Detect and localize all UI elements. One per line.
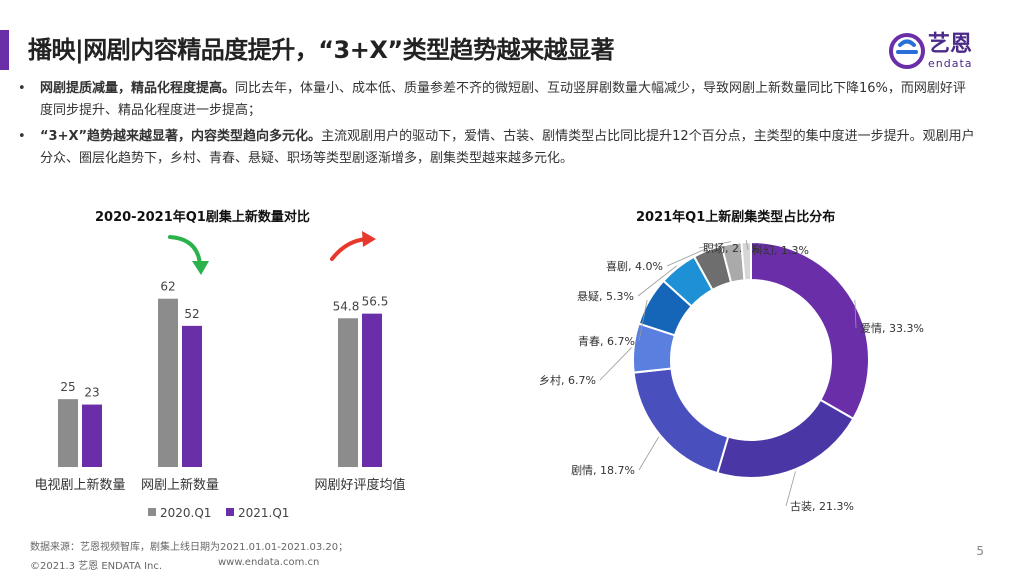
leader-line (698, 241, 732, 249)
down-arrow-icon (192, 261, 209, 275)
x-tick-label: 网剧上新数量 (141, 477, 219, 493)
leader-line (637, 265, 677, 297)
bullet-text: 同比去年，体量小、成本低、质量参差不齐的微短剧、互动竖屏剧数量大幅减少，导致网剧… (40, 81, 966, 118)
legend-label: 2020.Q1 (160, 506, 211, 520)
bar-value-label: 54.8 (333, 299, 360, 313)
bar-2020-q1 (58, 399, 78, 467)
bullet-bold-text: “3+X”趋势越来越显著，内容类型趋向多元化。 (40, 129, 322, 144)
logo-text-en: endata (928, 57, 973, 70)
legend-label: 2021.Q1 (238, 506, 289, 520)
donut-chart-title: 2021年Q1上新剧集类型占比分布 (636, 210, 836, 225)
leader-line (745, 240, 749, 251)
legend-swatch (226, 508, 234, 516)
bar-2021-q1 (182, 325, 202, 467)
leader-line (638, 299, 648, 342)
endata-logo: 艺恩 endata (888, 30, 998, 74)
leader-line (785, 471, 796, 507)
slice-data-label: 青春, 6.7% (578, 335, 635, 348)
down-arrow-icon (168, 235, 202, 267)
donut-chart: 爱情, 33.3% 古装, 21.3% 剧情, 18.7% 乡村, 6.7% 青春, 6… (539, 240, 924, 513)
x-tick-label: 网剧好评度均值 (314, 477, 405, 493)
bullet-item: • 网剧提质减量，精品化程度提高。同比去年，体量小、成本低、质量参差不齐的微短剧… (18, 78, 978, 122)
summary-bullets: • 网剧提质减量，精品化程度提高。同比去年，体量小、成本低、质量参差不齐的微短剧… (18, 78, 978, 174)
leader-line (599, 347, 632, 381)
up-arrow-icon (362, 231, 376, 247)
bar-2021-q1 (362, 313, 382, 467)
bullet-item: • “3+X”趋势越来越显著，内容类型趋向多元化。主流观剧用户的驱动下，爱情、古… (18, 126, 978, 170)
leader-line (638, 436, 660, 471)
up-arrow-icon (330, 237, 368, 261)
leader-line (854, 299, 857, 329)
bullet-marker: • (18, 81, 26, 96)
donut-slice-1 (750, 240, 870, 421)
bullet-marker: • (18, 129, 26, 144)
logo-text-cn: 艺恩 (928, 32, 973, 57)
footer-copyright: ©2021.3 艺恩 ENDATA Inc. (30, 561, 163, 572)
bar-value-label: 56.5 (362, 295, 389, 309)
bar-value-label: 62 (160, 280, 175, 294)
endata-logo-icon (889, 33, 925, 69)
slice-data-label: 科幻, 1.3% (752, 243, 809, 257)
leader-line (666, 248, 707, 267)
page-title: 播映|网剧内容精品度提升，“3+X”类型趋势越来越显著 (28, 36, 615, 64)
title-accent-bar (0, 30, 9, 70)
bullet-text: 主流观剧用户的驱动下，爱情、古装、剧情类型占比同比提升12个百分点，主类型的集中… (40, 129, 975, 166)
bullet-bold-text: 网剧提质减量，精品化程度提高。 (40, 81, 236, 96)
donut-slice-2 (716, 398, 855, 479)
slice-data-label: 爱情, 33.3% (860, 322, 924, 335)
slice-data-label: 乡村, 6.7% (539, 373, 596, 387)
bar-value-label: 25 (60, 380, 75, 394)
page-number: 5 (976, 544, 984, 558)
footer-source: 数据来源：艺恩视频智库，剧集上线日期为2021.01.01-2021.03.20… (30, 542, 349, 553)
x-tick-label: 电视剧上新数量 (34, 477, 125, 493)
slice-data-label: 剧情, 18.7% (571, 464, 635, 477)
donut-slice-9 (740, 240, 752, 282)
bar-2021-q1 (82, 404, 102, 467)
footer-website: www.endata.com.cn (218, 557, 320, 568)
bar-value-label: 23 (84, 386, 99, 400)
bar-chart: 25 23 电视剧上新数量 62 52 网剧上新数量 54.8 56.5 网剧好评度均值 2020… (34, 231, 406, 520)
bar-2020-q1 (158, 298, 178, 467)
legend-swatch (148, 508, 156, 516)
bar-value-label: 52 (184, 307, 199, 321)
bar-chart-title: 2020-2021年Q1剧集上新数量对比 (95, 210, 310, 225)
slice-data-label: 喜剧, 4.0% (606, 260, 663, 273)
donut-slice-3 (632, 367, 730, 475)
bar-2020-q1 (338, 318, 358, 467)
slice-data-label: 古装, 21.3% (790, 500, 854, 513)
slice-data-label: 悬疑, 5.3% (577, 290, 634, 303)
